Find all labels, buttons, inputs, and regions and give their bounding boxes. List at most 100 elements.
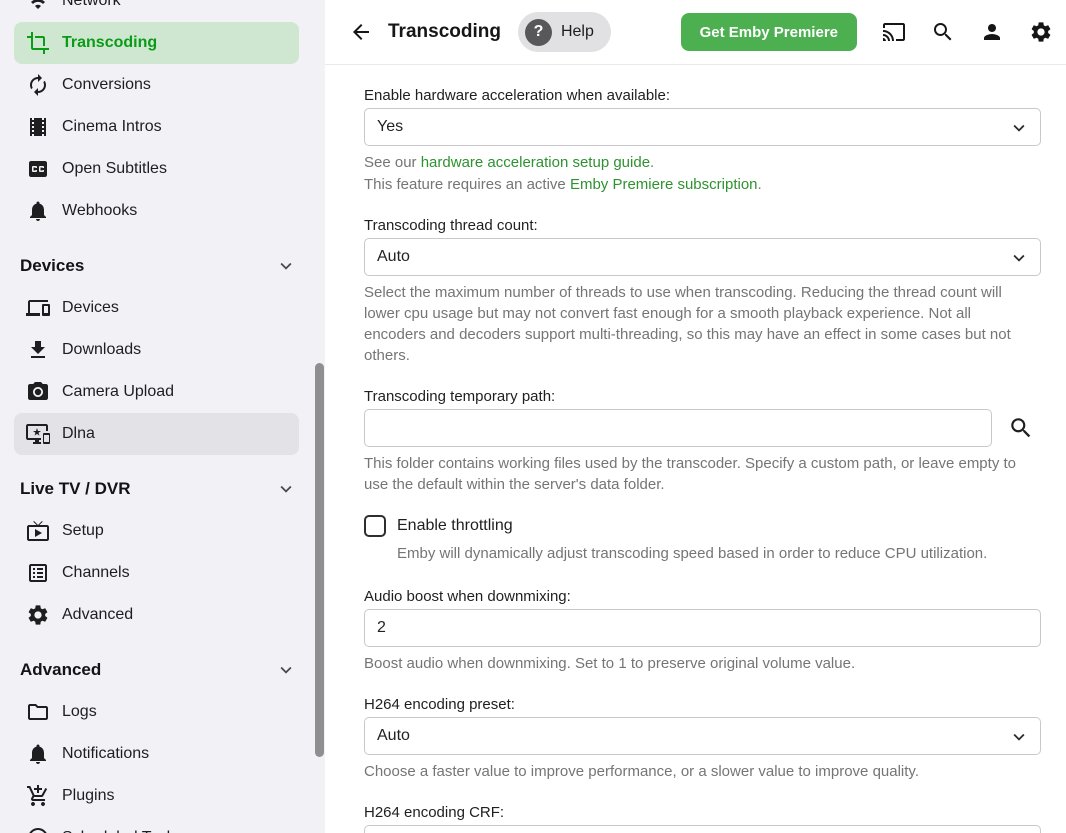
sidebar-section-title: Devices [20,256,85,275]
theaters-icon [26,115,50,139]
sidebar-item-label: Camera Upload [62,383,175,400]
field-label: Enable hardware acceleration when availa… [364,87,671,104]
crop-icon [26,31,50,55]
sidebar-item-label: Webhooks [62,202,138,219]
field-help: Boost audio when downmixing. Set to 1 to… [364,655,856,672]
field-label: H264 encoding preset: [364,696,515,713]
sidebar-item-conversions[interactable]: Conversions [0,64,325,106]
hardware-acceleration-guide-link[interactable]: hardware acceleration setup guide [420,154,651,171]
sidebar-section-title: Live TV / DVR [20,479,131,498]
cart-plus-icon [26,784,50,808]
field-thread-count: Transcoding thread count: Auto Select th… [364,217,1041,366]
help-text: . [650,154,655,171]
user-icon[interactable] [980,20,1004,44]
help-icon: ? [524,18,552,46]
folder-icon [26,700,50,724]
field-help: Select the maximum number of threads to … [364,284,1011,364]
sidebar-item-label: Conversions [62,76,151,93]
sidebar: Network Transcoding Conversions Cinema I… [0,0,325,833]
search-icon[interactable] [931,20,955,44]
browse-folder-search-icon[interactable] [1008,415,1034,441]
enable-throttling-label[interactable]: Enable throttling [397,517,513,534]
sidebar-item-devices[interactable]: Devices [0,287,325,329]
field-audio-boost: Audio boost when downmixing: Boost audio… [364,588,1041,674]
sidebar-section-title: Advanced [20,660,102,679]
sidebar-item-dlna[interactable]: Dlna [14,413,299,455]
field-help: Emby will dynamically adjust transcoding… [397,545,988,562]
transcoding-form: Enable hardware acceleration when availa… [325,87,1066,833]
back-button[interactable] [349,20,373,44]
sidebar-item-label: Dlna [62,425,95,442]
sidebar-item-label: Plugins [62,787,115,804]
field-h264-crf: H264 encoding CRF: [364,804,1041,833]
chevron-down-icon [275,659,297,681]
sidebar-item-downloads[interactable]: Downloads [0,329,325,371]
select-value: Auto [377,727,410,744]
wifi-icon [26,0,50,13]
sidebar-section-live-tv-dvr[interactable]: Live TV / DVR [0,468,325,510]
download-icon [26,338,50,362]
sidebar-item-open-subtitles[interactable]: Open Subtitles [0,148,325,190]
sidebar-item-plugins[interactable]: Plugins [0,775,325,817]
field-help: See our hardware acceleration setup guid… [364,152,1041,173]
sidebar-item-livetv-advanced[interactable]: Advanced [0,594,325,636]
throttling-row: Enable throttling [364,515,1041,537]
field-help: Choose a faster value to improve perform… [364,763,919,780]
h264-preset-select[interactable]: Auto [364,717,1041,755]
field-label: H264 encoding CRF: [364,804,505,821]
closed-caption-icon [26,157,50,181]
sidebar-item-label: Advanced [62,606,134,623]
autorenew-icon [26,73,50,97]
sidebar-item-channels[interactable]: Channels [0,552,325,594]
hardware-acceleration-select[interactable]: Yes [364,108,1041,146]
sidebar-item-transcoding[interactable]: Transcoding [14,22,299,64]
sidebar-item-notifications[interactable]: Notifications [0,733,325,775]
bell-icon [26,742,50,766]
field-help: This folder contains working files used … [364,455,1016,493]
bell-icon [26,199,50,223]
select-value: Auto [377,248,410,265]
sidebar-item-label: Devices [62,299,119,316]
gear-icon[interactable] [1029,20,1053,44]
sidebar-item-label: Channels [62,564,130,581]
h264-crf-input[interactable] [364,825,1041,833]
audio-boost-input[interactable] [364,609,1041,647]
clock-icon [26,826,50,833]
field-label: Audio boost when downmixing: [364,588,571,605]
sidebar-section-advanced[interactable]: Advanced [0,649,325,691]
sidebar-item-camera-upload[interactable]: Camera Upload [0,371,325,413]
important-devices-icon [26,422,50,446]
sidebar-item-webhooks[interactable]: Webhooks [0,190,325,232]
field-throttling: Enable throttling Emby will dynamically … [364,515,1041,564]
emby-premiere-subscription-link[interactable]: Emby Premiere subscription [569,176,758,193]
sidebar-item-label: Downloads [62,341,142,358]
sidebar-item-network[interactable]: Network [0,0,325,22]
get-emby-premiere-button[interactable]: Get Emby Premiere [680,13,857,51]
help-button-label: Help [560,23,594,40]
sidebar-item-scheduled-tasks[interactable]: Scheduled Tasks [0,817,325,833]
sidebar-item-setup[interactable]: Setup [0,510,325,552]
sidebar-item-label: Notifications [62,745,150,762]
sidebar-item-logs[interactable]: Logs [0,691,325,733]
enable-throttling-checkbox[interactable] [364,515,386,537]
list-alt-icon [26,561,50,585]
sidebar-item-cinema-intros[interactable]: Cinema Intros [0,106,325,148]
cast-icon[interactable] [882,20,906,44]
temp-path-input[interactable] [364,409,992,447]
chevron-down-icon [1008,247,1030,274]
sidebar-nav: Network Transcoding Conversions Cinema I… [0,0,325,833]
page-title: Transcoding [388,21,501,42]
field-hardware-acceleration: Enable hardware acceleration when availa… [364,87,1041,195]
field-label: Transcoding thread count: [364,217,538,234]
field-temp-path: Transcoding temporary path: This folder … [364,388,1041,495]
chevron-down-icon [275,478,297,500]
sidebar-scrollbar[interactable] [315,363,324,757]
sidebar-item-label: Logs [62,703,97,720]
sidebar-section-devices[interactable]: Devices [0,245,325,287]
sidebar-item-label: Cinema Intros [62,118,162,135]
help-button[interactable]: ? Help [517,12,611,52]
gear-icon [26,603,50,627]
sidebar-item-label: Setup [62,522,104,539]
sidebar-item-label: Network [62,0,121,9]
thread-count-select[interactable]: Auto [364,238,1041,276]
